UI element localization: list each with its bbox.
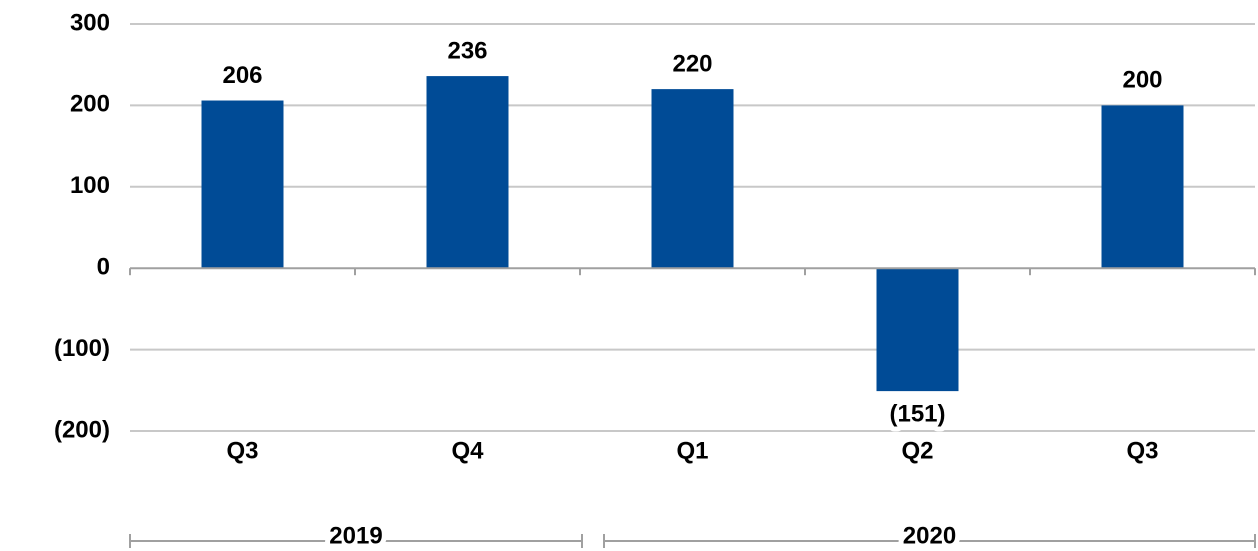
y-tick-label: 200 <box>70 91 110 118</box>
x-tick-label: Q4 <box>451 437 484 464</box>
y-tick-label: 100 <box>70 172 110 199</box>
bar <box>201 100 284 269</box>
y-tick-label: (200) <box>54 416 110 443</box>
group-label: 2019 <box>329 522 382 549</box>
y-tick-label: 0 <box>97 254 110 281</box>
x-tick-label: Q1 <box>676 437 708 464</box>
data-label: 236 <box>447 37 487 64</box>
data-label: 206 <box>222 62 262 89</box>
bar <box>1101 105 1184 269</box>
y-tick-label: (100) <box>54 335 110 362</box>
x-tick-label: Q3 <box>226 437 258 464</box>
data-label: 200 <box>1122 67 1162 94</box>
y-tick-label: 300 <box>70 9 110 36</box>
x-tick-label: Q3 <box>1126 437 1158 464</box>
bar <box>426 76 509 269</box>
data-label: 220 <box>672 50 712 77</box>
bar <box>651 89 734 269</box>
bar <box>876 268 959 392</box>
data-label: (151) <box>889 400 945 427</box>
x-tick-label: Q2 <box>901 437 933 464</box>
group-label: 2020 <box>903 522 956 549</box>
